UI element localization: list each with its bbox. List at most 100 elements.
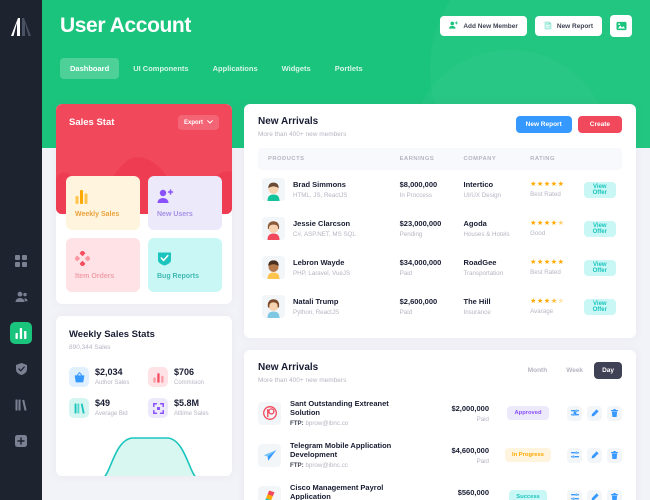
stat-alltime-sales-value: $5.8M (174, 398, 200, 409)
stat-commision-label: Commision (174, 379, 205, 386)
tile-bug-reports[interactable]: Bug Reports (148, 238, 222, 292)
segment-day[interactable]: Day (594, 362, 622, 379)
tab-widgets[interactable]: Widgets (281, 64, 311, 73)
cell-action: View Offer (578, 209, 622, 248)
list-item-ftp: FTP: bprow@ibnc.co (290, 420, 409, 427)
segment-week[interactable]: Week (566, 367, 584, 374)
cell-rating: ★★★★★ Best Rated (524, 248, 577, 287)
earnings-status: Paid (399, 270, 413, 277)
sidebar-item-dashboard[interactable] (10, 250, 32, 272)
tab-portlets[interactable]: Portlets (334, 64, 363, 73)
list-item-ftp: FTP: bprow@ibnc.cc (290, 462, 409, 469)
sidebar-item-library[interactable] (10, 394, 32, 416)
list-item[interactable]: Telegram Mobile Application Development … (258, 434, 622, 476)
cell-earnings: $34,000,000 Paid (394, 248, 458, 287)
tile-new-users[interactable]: New Users (148, 176, 222, 230)
edit-pencil-icon[interactable] (587, 489, 602, 500)
table-row[interactable]: Brad Simmons HTML, JS, ReactJS $8,000,00… (258, 170, 622, 209)
status-badge: Success (509, 490, 547, 500)
sidebar-item-reports[interactable] (10, 322, 32, 344)
new-arrivals-table-header: New Arrivals More than 400+ new members … (244, 104, 636, 138)
new-arrivals-list-card: New Arrivals More than 400+ new members … (244, 350, 636, 500)
ftp-label: FTP: (290, 420, 304, 427)
trash-icon[interactable] (607, 447, 622, 463)
list-item-badge-wrap: Success (489, 490, 567, 500)
chevron-down-icon (207, 119, 213, 126)
create-button[interactable]: Create (577, 116, 622, 133)
stat-author-sales: $2,034 Author Sales (69, 367, 140, 387)
stat-average-bid: $49 Average Bid (69, 398, 140, 418)
view-offer-button[interactable]: View Offer (583, 298, 616, 315)
stat-commision-value: $706 (174, 367, 195, 378)
header-tabs: Dashboard UI Components Applications Wid… (42, 38, 650, 79)
earnings-status: Paid (399, 309, 413, 316)
earnings-amount: $8,000,000 (399, 180, 438, 189)
new-report-button[interactable]: New Report (534, 16, 602, 36)
tab-ui-components[interactable]: UI Components (133, 64, 189, 73)
cisco-logo-icon (258, 485, 281, 500)
settings-icon[interactable] (567, 489, 582, 500)
sidebar-item-add[interactable] (10, 430, 32, 452)
stat-alltime-sales-label: Alltime Sales (174, 410, 209, 417)
list-item[interactable]: Cisco Management Payrol Application FTP:… (258, 476, 622, 500)
list-item-status: Paid (476, 415, 489, 423)
list-item-money: $2,000,000 Paid (409, 404, 489, 423)
tile-new-users-label: New Users (157, 210, 193, 218)
sidebar-item-security[interactable] (10, 358, 32, 380)
trash-icon[interactable] (607, 489, 622, 500)
company-name: Intertico (463, 180, 494, 189)
telegram-logo-icon (258, 443, 281, 467)
tile-weekly-sales[interactable]: Weekly Sales (66, 176, 140, 230)
new-arrivals-table-wrap: PRODUCTS EARNINGS COMPANY RATING (244, 138, 636, 338)
tab-dashboard[interactable]: Dashboard (60, 58, 120, 79)
view-offer-button[interactable]: View Offer (583, 259, 616, 276)
basket-icon (69, 367, 89, 387)
product-name: Jessie Clarcson (293, 219, 351, 228)
edit-pencil-icon[interactable] (587, 447, 602, 463)
list-item-actions (567, 489, 622, 500)
table-body: Brad Simmons HTML, JS, ReactJS $8,000,00… (258, 170, 622, 326)
tile-item-orders[interactable]: Item Orders (66, 238, 140, 292)
list-item-amount: $2,000,000 (451, 403, 489, 413)
edit-pencil-icon[interactable] (587, 405, 602, 421)
table-row[interactable]: Lebron Wayde PHP, Laravel, VueJS $34,000… (258, 248, 622, 287)
new-arrivals-list-title: New Arrivals (258, 362, 319, 373)
new-report-button[interactable]: New Report (515, 116, 572, 133)
image-icon-button[interactable] (610, 15, 632, 37)
list-item-info: Sant Outstanding Extreanet Solution FTP:… (290, 399, 409, 427)
tab-applications[interactable]: Applications (212, 64, 258, 73)
export-button[interactable]: Export (177, 115, 219, 130)
view-offer-button[interactable]: View Offer (583, 181, 616, 198)
add-new-member-button[interactable]: Add New Member (440, 16, 527, 36)
sidebar-item-users[interactable] (10, 286, 32, 308)
period-segmented-control: Month Week Day (520, 362, 622, 379)
weekly-sales-stat-grid: $2,034 Author Sales (69, 367, 219, 418)
ftp-label: FTP: (290, 462, 304, 469)
product-tech: C#, ASP.NET, MS SQL (293, 231, 356, 238)
view-offer-button[interactable]: View Offer (583, 220, 616, 237)
settings-icon[interactable] (567, 447, 582, 463)
trash-icon[interactable] (607, 405, 622, 421)
segment-month[interactable]: Month (527, 367, 548, 374)
document-icon (544, 21, 552, 32)
new-arrivals-table-title: New Arrivals (258, 116, 319, 127)
tile-item-orders-label: Item Orders (75, 272, 115, 280)
logo-icon[interactable] (8, 14, 34, 40)
list-item-status: Paid (476, 457, 489, 465)
stat-alltime-sales: $5.8M Alltime Sales (148, 398, 219, 418)
cell-rating: ★★★★★ Avarage (524, 287, 577, 326)
table-header-row: PRODUCTS EARNINGS COMPANY RATING (258, 148, 622, 170)
company-name: The Hill (463, 297, 491, 306)
sales-stat-title: Sales Stat (69, 117, 115, 128)
table-row[interactable]: Jessie Clarcson C#, ASP.NET, MS SQL $23,… (258, 209, 622, 248)
columns-icon (69, 398, 89, 418)
company-industry: Transportation (463, 270, 504, 277)
list-item[interactable]: Sant Outstanding Extreanet Solution FTP:… (258, 392, 622, 434)
table-row[interactable]: Natali Trump Python, ReactJS $2,600,000 … (258, 287, 622, 326)
patreon-logo-icon (258, 401, 281, 425)
cell-company: Agoda Houses & Hotels (457, 209, 524, 248)
settings-icon[interactable] (567, 405, 582, 421)
earnings-amount: $34,000,000 (399, 258, 442, 267)
product-tech: Python, ReactJS (293, 309, 340, 316)
cell-product: Natali Trump Python, ReactJS (258, 287, 394, 326)
